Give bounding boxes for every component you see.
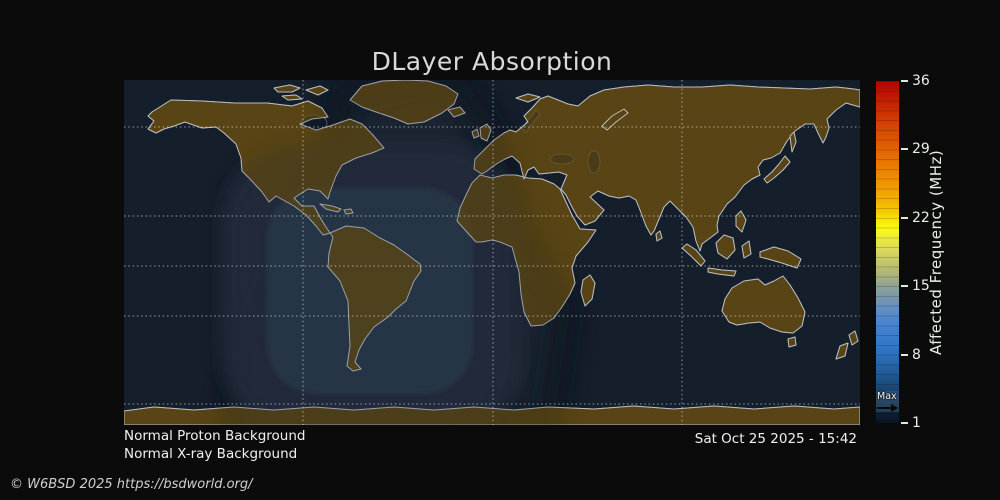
tick-dash-icon (901, 285, 908, 287)
colorbar-tick: 15 (901, 278, 930, 294)
colorbar-tick: 1 (901, 415, 921, 431)
world-map (124, 80, 860, 425)
max-arrow-icon (877, 404, 898, 412)
tick-dash-icon (901, 148, 908, 150)
tick-dash-icon (901, 422, 908, 424)
tick-dash-icon (901, 217, 908, 219)
colorbar-tick-label: 22 (912, 210, 930, 226)
copyright-label: © W6BSD 2025 https://bsdworld.org/ (10, 477, 253, 492)
colorbar-tick: 36 (901, 73, 930, 89)
world-map-svg (124, 80, 860, 425)
colorbar-tick-label: 8 (912, 347, 921, 363)
timestamp-label: Sat Oct 25 2025 - 15:42 (694, 431, 857, 447)
proton-status-label: Normal Proton Background (124, 428, 306, 444)
colorbar-tick-label: 29 (912, 141, 930, 157)
colorbar-max-marker: Max (876, 391, 899, 412)
graticule (124, 80, 860, 425)
colorbar-gradient (876, 81, 899, 423)
page-title: DLayer Absorption (371, 47, 613, 76)
tick-dash-icon (901, 354, 908, 356)
tick-dash-icon (901, 80, 908, 82)
colorbar-tick-label: 1 (912, 415, 921, 431)
colorbar-tick: 8 (901, 347, 921, 363)
colorbar-axis-label: Affected Frequency (MHz) (927, 149, 945, 355)
colorbar-tick-label: 36 (912, 73, 930, 89)
max-marker-label: Max (877, 391, 897, 402)
background-status: Normal Proton Background Normal X-ray Ba… (124, 428, 306, 463)
colorbar-tick: 22 (901, 210, 930, 226)
colorbar-tick: 29 (901, 141, 930, 157)
colorbar-tick-label: 15 (912, 278, 930, 294)
xray-status-label: Normal X-ray Background (124, 445, 298, 462)
